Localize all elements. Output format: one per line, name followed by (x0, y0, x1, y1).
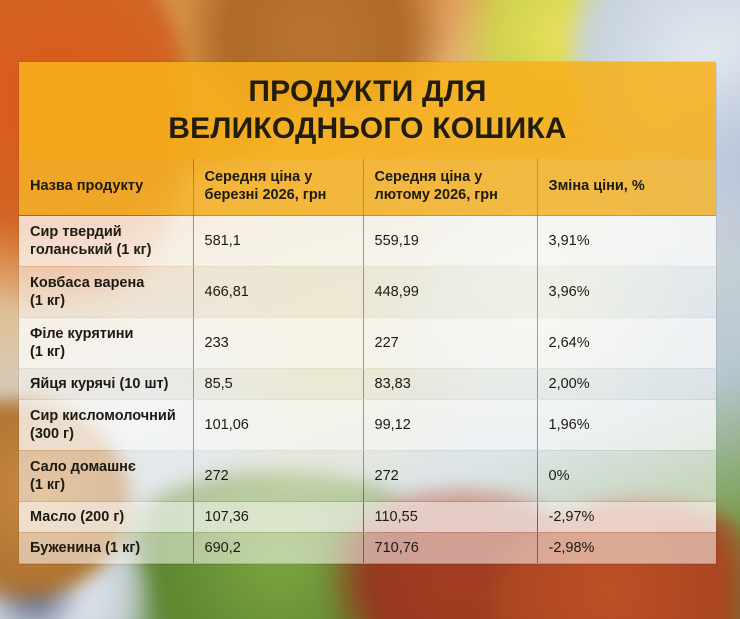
table-header-row: Назва продукту Середня ціна у березні 20… (19, 159, 716, 216)
cell-product-name: Філе курятини (1 кг) (19, 317, 194, 370)
cell-product-name-line: Сир твердий (30, 223, 122, 240)
table-row: Сало домашнє (1 кг) 272 272 0% (19, 450, 716, 503)
cell-price-change: 3,91% (537, 215, 716, 267)
cell-product-name-line: (300 г) (30, 426, 74, 443)
column-header-price-march-line-2: березні 2026, грн (204, 186, 327, 203)
column-header-price-march-line-1: Середня ціна у (204, 168, 313, 185)
cell-price-february: 448,99 (363, 266, 538, 319)
column-header-price-february-line-1: Середня ціна у (374, 168, 483, 185)
cell-product-name-line: Масло (200 г) (30, 509, 125, 526)
price-table: Назва продукту Середня ціна у березні 20… (19, 159, 716, 564)
cell-product-name-line: Буженина (1 кг) (30, 540, 141, 557)
column-header-price-february: Середня ціна у лютому 2026, грн (363, 159, 538, 216)
cell-price-change: 1,96% (537, 399, 716, 452)
column-header-product: Назва продукту (19, 159, 194, 216)
page-title: ПРОДУКТИ ДЛЯ ВЕЛИКОДНЬОГО КОШИКА (19, 74, 716, 147)
cell-product-name: Сир кисломолочний (300 г) (19, 399, 194, 452)
column-header-price-change: Зміна ціни, % (537, 159, 716, 216)
cell-product-name-line: (1 кг) (30, 477, 66, 494)
cell-product-name-line: Яйця курячі (10 шт) (30, 376, 169, 393)
column-header-price-march: Середня ціна у березні 2026, грн (193, 159, 364, 216)
title-line-1: ПРОДУКТИ ДЛЯ (248, 75, 487, 108)
title-band: ПРОДУКТИ ДЛЯ ВЕЛИКОДНЬОГО КОШИКА (19, 62, 716, 159)
cell-product-name-line: Сало домашнє (30, 459, 136, 476)
cell-price-change: -2,98% (537, 532, 716, 564)
cell-product-name: Ковбаса варена (1 кг) (19, 266, 194, 319)
cell-price-march: 101,06 (193, 399, 364, 452)
column-header-product-line-1: Назва продукту (30, 177, 144, 194)
table-head: Назва продукту Середня ціна у березні 20… (19, 159, 716, 216)
infographic-card: ПРОДУКТИ ДЛЯ ВЕЛИКОДНЬОГО КОШИКА Назва п… (19, 62, 716, 564)
column-header-price-change-line-1: Зміна ціни, % (548, 177, 645, 194)
cell-price-march: 233 (193, 317, 364, 370)
cell-product-name-line: (1 кг) (30, 344, 66, 361)
table-row: Буженина (1 кг) 690,2 710,76 -2,98% (19, 532, 716, 564)
price-table-wrap: Назва продукту Середня ціна у березні 20… (19, 159, 716, 564)
cell-price-march: 581,1 (193, 215, 364, 267)
cell-price-change: 0% (537, 450, 716, 503)
cell-price-change: 2,64% (537, 317, 716, 370)
cell-price-change: -2,97% (537, 501, 716, 534)
cell-price-change: 2,00% (537, 368, 716, 400)
table-row: Ковбаса варена (1 кг) 466,81 448,99 3,96% (19, 266, 716, 319)
cell-product-name-line: голанський (1 кг) (30, 241, 152, 258)
cell-price-february: 227 (363, 317, 538, 370)
cell-price-march: 272 (193, 450, 364, 503)
cell-price-march: 85,5 (193, 368, 364, 400)
cell-product-name: Яйця курячі (10 шт) (19, 368, 194, 400)
cell-price-february: 99,12 (363, 399, 538, 452)
table-row: Яйця курячі (10 шт) 85,5 83,83 2,00% (19, 368, 716, 400)
cell-product-name: Сир твердий голанський (1 кг) (19, 215, 194, 267)
cell-product-name-line: (1 кг) (30, 292, 66, 309)
table-row: Філе курятини (1 кг) 233 227 2,64% (19, 317, 716, 370)
cell-product-name: Сало домашнє (1 кг) (19, 450, 194, 503)
cell-price-change: 3,96% (537, 266, 716, 319)
cell-price-march: 107,36 (193, 501, 364, 534)
table-body: Сир твердий голанський (1 кг) 581,1 559,19 3… (19, 215, 716, 564)
cell-product-name-line: Філе курятини (30, 326, 134, 342)
table-row: Масло (200 г) 107,36 110,55 -2,97% (19, 501, 716, 534)
cell-price-february: 272 (363, 450, 538, 503)
cell-price-february: 710,76 (363, 532, 538, 564)
cell-product-name: Масло (200 г) (19, 501, 194, 534)
cell-product-name-line: Ковбаса варена (30, 274, 145, 291)
title-line-2: ВЕЛИКОДНЬОГО КОШИКА (168, 111, 567, 145)
table-row: Сир кисломолочний (300 г) 101,06 99,12 1,96% (19, 399, 716, 452)
cell-price-march: 690,2 (193, 532, 364, 564)
column-header-price-february-line-2: лютому 2026, грн (374, 186, 498, 203)
cell-product-name: Буженина (1 кг) (19, 532, 194, 564)
cell-price-march: 466,81 (193, 266, 364, 319)
cell-price-february: 559,19 (363, 215, 538, 267)
table-row: Сир твердий голанський (1 кг) 581,1 559,19 3… (19, 215, 716, 267)
cell-price-february: 110,55 (363, 501, 538, 534)
cell-product-name-line: Сир кисломолочний (30, 407, 176, 424)
cell-price-february: 83,83 (363, 368, 538, 400)
